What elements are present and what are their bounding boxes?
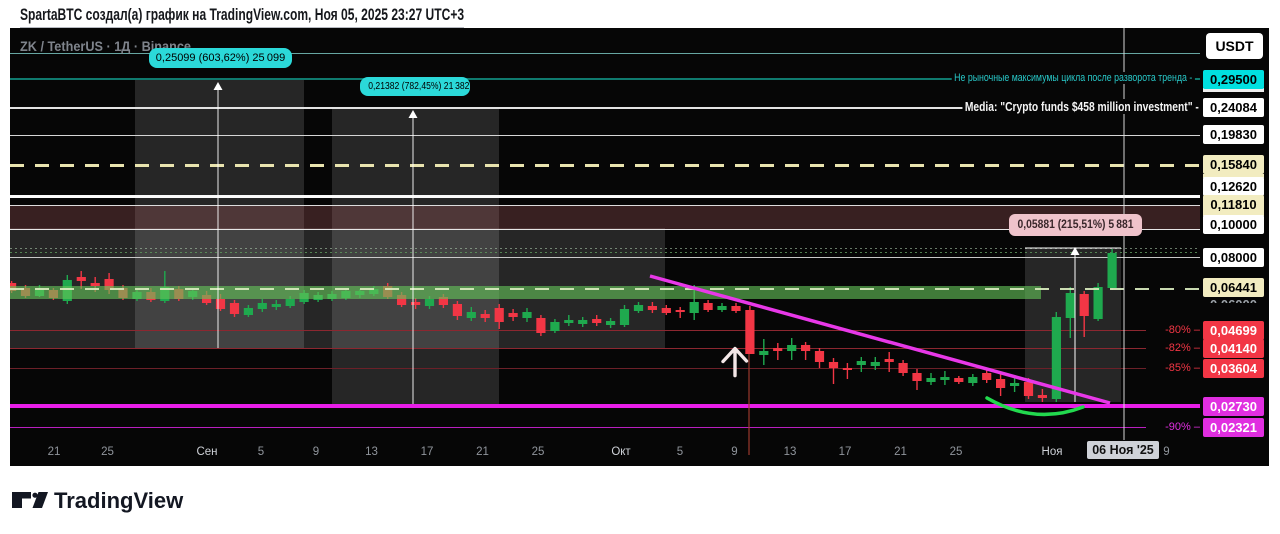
svg-text:TradingView: TradingView xyxy=(54,488,184,513)
